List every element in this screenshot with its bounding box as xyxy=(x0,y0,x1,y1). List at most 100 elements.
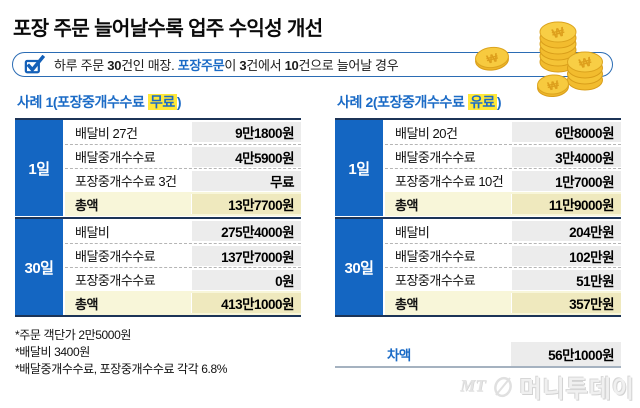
table-row: 배달중개수수료 137만7000원 xyxy=(65,243,301,267)
row-value: 204만원 xyxy=(511,221,621,241)
table-row: 배달비 204만원 xyxy=(385,219,621,243)
logo-name-text: 머니투데이 xyxy=(519,375,635,403)
total-row: 총액 413만1000원 xyxy=(65,291,301,315)
mt-logo-text: MT xyxy=(460,376,486,395)
row-label: 배달비 20건 xyxy=(395,125,458,141)
row-value: 9만1800원 xyxy=(191,122,301,142)
row-value: 4만5900원 xyxy=(191,146,301,167)
row-label: 배달중개수수료 xyxy=(395,249,476,264)
svg-text:₩: ₩ xyxy=(546,77,561,93)
row-label: 포장중개수수료 xyxy=(395,273,476,288)
section-divider xyxy=(15,216,301,219)
row-label: 포장중개수수료 3건 xyxy=(75,174,177,189)
banner-text-part: 이 xyxy=(224,58,240,73)
diff-label: 차액 xyxy=(387,348,411,363)
banner-text-part: 3 xyxy=(239,58,247,73)
footnote: *배달비 3400원 xyxy=(15,345,90,359)
diff-value: 56만1000원 xyxy=(511,342,621,366)
case1-day30-cell: 30일 xyxy=(15,219,65,315)
banner-text-part: 포장주문 xyxy=(177,58,225,73)
table-row: 배달중개수수료 3만4000원 xyxy=(385,144,621,168)
check-box-icon xyxy=(24,55,45,74)
banner-text-part: 하루 주문 xyxy=(54,58,108,73)
row-value: 1만7000원 xyxy=(511,170,621,191)
total-value: 11만9000원 xyxy=(511,194,621,214)
case2-title-highlight: 유료 xyxy=(467,94,497,110)
difference-row: 차액 56만1000원 xyxy=(335,342,621,368)
case2-day1-section: 1일 배달비 20건 6만8000원 배달중개수수료 3만4000원 포장중개수수료… xyxy=(335,120,621,216)
total-row: 총액 11만9000원 xyxy=(385,192,621,216)
row-value: 3만4000원 xyxy=(511,146,621,167)
row-value: 137만7000원 xyxy=(191,245,301,266)
coins-illustration: ₩ ₩ ₩ ₩ xyxy=(475,21,603,98)
case2-title-prefix: 사례 2(포장중개수수료 xyxy=(337,94,468,110)
case1-title-suffix: ) xyxy=(176,94,182,110)
banner-text: 하루 주문 30건인 매장. 포장주문이 3건에서 10건으로 늘어날 경우 xyxy=(54,55,399,74)
total-label: 총액 xyxy=(385,291,511,315)
case1-day1-cell: 1일 xyxy=(15,120,65,216)
row-value: 6만8000원 xyxy=(511,122,621,142)
table-row: 배달비 275만4000원 xyxy=(65,219,301,243)
svg-text:₩: ₩ xyxy=(550,24,566,42)
total-row: 총액 13만7700원 xyxy=(65,192,301,216)
banner-text-part: 건으로 늘어날 경우 xyxy=(298,58,399,73)
row-label: 배달중개수수료 xyxy=(75,150,156,165)
footnote: *주문 객단가 2만5000원 xyxy=(15,328,131,342)
page-title: 포장 주문 늘어날수록 업주 수익성 개선 xyxy=(13,18,323,40)
banner-text-part: 건에서 xyxy=(246,58,285,73)
case1-day30-section: 30일 배달비 275만4000원 배달중개수수료 137만7000원 포장중개수수… xyxy=(15,219,301,315)
case1-title-highlight: 무료 xyxy=(147,94,177,110)
case2-title: 사례 2(포장중개수수료 유료) xyxy=(337,92,502,112)
row-label: 배달비 xyxy=(75,224,110,240)
total-label: 총액 xyxy=(65,192,191,216)
case1-title: 사례 1(포장중개수수료 무료) xyxy=(17,92,182,112)
total-label: 총액 xyxy=(65,291,191,315)
coin-stack-right: ₩ xyxy=(567,51,603,91)
svg-text:₩: ₩ xyxy=(577,54,593,72)
svg-text:₩: ₩ xyxy=(485,50,500,66)
total-value: 357만원 xyxy=(511,293,621,313)
banner-text-part: 10 xyxy=(284,58,299,73)
total-label: 총액 xyxy=(385,192,511,216)
row-label: 배달중개수수료 xyxy=(395,150,476,165)
row-label: 포장중개수수료 xyxy=(75,273,156,288)
case2-day30-cell: 30일 xyxy=(335,219,385,315)
coin-single-bottom: ₩ xyxy=(537,74,569,98)
row-label: 배달중개수수료 xyxy=(75,249,156,264)
moneytoday-logo: MT 머니투데이 xyxy=(400,370,635,403)
table-row: 포장중개수수료 0원 xyxy=(65,267,301,291)
case2-table: 1일 배달비 20건 6만8000원 배달중개수수료 3만4000원 포장중개수수료… xyxy=(335,118,621,317)
coin-single-left: ₩ xyxy=(475,46,509,71)
mt-logo-mark-icon xyxy=(493,376,512,398)
row-label: 배달비 27건 xyxy=(75,125,138,141)
total-value: 413만1000원 xyxy=(191,293,301,313)
total-row: 총액 357만원 xyxy=(385,291,621,315)
row-value: 무료 xyxy=(191,170,301,191)
row-value: 51만원 xyxy=(511,269,621,290)
case1-table: 1일 배달비 27건 9만1800원 배달중개수수료 4만5900원 포장중개수수료… xyxy=(15,118,301,317)
table-row: 포장중개수수료 51만원 xyxy=(385,267,621,291)
table-row: 배달중개수수료 102만원 xyxy=(385,243,621,267)
row-value: 0원 xyxy=(191,269,301,290)
summary-banner: 하루 주문 30건인 매장. 포장주문이 3건에서 10건으로 늘어날 경우 xyxy=(12,52,613,77)
banner-text-part: 30 xyxy=(107,58,122,73)
section-divider xyxy=(335,216,621,219)
case1-day1-section: 1일 배달비 27건 9만1800원 배달중개수수료 4만5900원 포장중개수수료… xyxy=(15,120,301,216)
footnotes: *주문 객단가 2만5000원 *배달비 3400원 *배달중개수수료, 포장중… xyxy=(15,327,227,378)
table-row: 배달중개수수료 4만5900원 xyxy=(65,144,301,168)
case1-title-prefix: 사례 1(포장중개수수료 xyxy=(17,94,148,110)
row-label: 배달비 xyxy=(395,224,430,240)
row-value: 102만원 xyxy=(511,245,621,266)
row-label: 포장중개수수료 10건 xyxy=(395,174,504,189)
case2-day30-section: 30일 배달비 204만원 배달중개수수료 102만원 포장중개수수료 51만원 총액… xyxy=(335,219,621,315)
total-value: 13만7700원 xyxy=(191,194,301,214)
case2-day1-cell: 1일 xyxy=(335,120,385,216)
banner-text-part: 건인 매장. xyxy=(121,58,178,73)
table-row: 배달비 27건 9만1800원 xyxy=(65,120,301,144)
footnote: *배달중개수수료, 포장중개수수료 각각 6.8% xyxy=(15,362,227,376)
table-row: 배달비 20건 6만8000원 xyxy=(385,120,621,144)
table-row: 포장중개수수료 10건 1만7000원 xyxy=(385,168,621,192)
row-value: 275만4000원 xyxy=(191,221,301,241)
table-row: 포장중개수수료 3건 무료 xyxy=(65,168,301,192)
